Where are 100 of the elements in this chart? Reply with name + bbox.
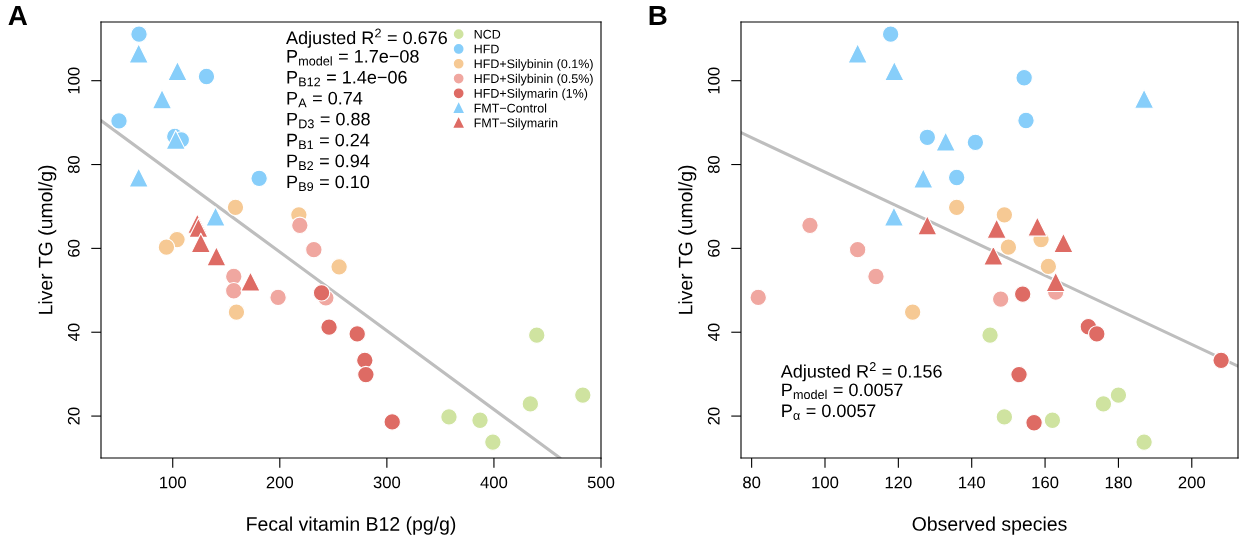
point <box>348 325 366 343</box>
point <box>226 198 245 217</box>
point <box>157 238 176 256</box>
point <box>1094 395 1113 413</box>
point <box>847 43 868 64</box>
point <box>1025 414 1043 432</box>
x-tick-label: 200 <box>266 476 294 489</box>
point <box>917 215 938 236</box>
y-tick-label: 100 <box>707 67 720 94</box>
point <box>205 206 226 227</box>
annotation: P$_{D3}$ = 0.88 <box>287 112 370 129</box>
point <box>1135 433 1153 451</box>
point <box>1043 411 1062 430</box>
point <box>947 168 966 187</box>
legend-label: FMT−Silymarin <box>474 118 558 130</box>
point <box>130 25 148 43</box>
x-tick-label: 200 <box>1178 476 1206 489</box>
point <box>884 60 905 82</box>
point <box>151 89 173 110</box>
x-tick-label: 100 <box>812 476 839 489</box>
chart-title: A <box>8 5 28 26</box>
point <box>527 326 546 344</box>
point <box>1212 351 1230 370</box>
point <box>167 60 188 82</box>
y-tick-label: 20 <box>67 407 80 425</box>
point <box>1133 88 1155 109</box>
y-axis-title: Liver TG (umol/g) <box>678 165 697 314</box>
annotation: Adjusted R$^{2}$ = 0.676 <box>286 28 447 48</box>
legend-label: HFD <box>474 44 499 54</box>
point <box>197 67 216 86</box>
point <box>128 167 149 188</box>
annotation: P$_{α}$ = 0.0057 <box>782 404 876 420</box>
point <box>269 288 287 307</box>
point <box>749 288 768 307</box>
point <box>250 169 268 188</box>
annotation: P$_{B2}$ = 0.94 <box>287 154 370 171</box>
point <box>966 133 985 152</box>
annotation: Adjusted R$^{2}$ = 0.156 <box>780 362 942 382</box>
point <box>995 206 1014 224</box>
point <box>305 240 323 259</box>
point <box>999 238 1018 256</box>
x-tick-label: 120 <box>885 476 912 489</box>
point <box>1088 325 1106 343</box>
point <box>983 245 1004 266</box>
point <box>801 216 819 235</box>
point <box>883 206 905 227</box>
point <box>521 395 540 413</box>
point <box>1053 232 1074 254</box>
point <box>1039 257 1058 276</box>
x-tick-label: 300 <box>373 476 401 489</box>
point <box>471 411 489 430</box>
point <box>947 198 966 217</box>
annotation: P$_{model}$ = 0.0057 <box>782 383 903 400</box>
point <box>206 246 227 267</box>
point <box>1109 386 1128 404</box>
point <box>383 413 401 431</box>
point <box>867 267 885 286</box>
point <box>1013 285 1032 303</box>
point <box>440 408 458 426</box>
y-tick-label: 80 <box>67 155 80 174</box>
x-tick-label: 100 <box>160 476 186 489</box>
legend-label: HFD+Silybinin (0.5%) <box>474 73 593 86</box>
annotation: P$_{B1}$ = 0.24 <box>287 133 370 150</box>
point <box>330 258 348 276</box>
x-tick-label: 500 <box>587 476 615 489</box>
point <box>991 290 1010 308</box>
point <box>903 303 922 321</box>
point <box>913 168 934 189</box>
point <box>1027 216 1048 237</box>
annotation: P$_{model}$ = 1.7e−08 <box>287 49 419 66</box>
y-tick-label: 40 <box>707 323 720 342</box>
point <box>110 112 128 130</box>
point <box>240 271 261 292</box>
x-axis-title: Fecal vitamin B12 (pg/g) <box>247 516 456 535</box>
point <box>224 281 243 300</box>
y-tick-label: 40 <box>67 323 80 342</box>
point <box>1017 111 1035 130</box>
annotation: P$_{B9}$ = 0.10 <box>287 175 370 192</box>
legend-label: NCD <box>474 29 501 39</box>
annotation: P$_{A}$ = 0.74 <box>287 91 363 108</box>
x-tick-label: 180 <box>1105 476 1132 489</box>
point <box>995 408 1014 426</box>
point <box>357 365 375 384</box>
point <box>574 386 592 404</box>
point <box>1015 68 1033 87</box>
x-tick-label: 400 <box>480 476 508 489</box>
y-tick-label: 20 <box>707 407 720 425</box>
x-tick-label: 80 <box>743 476 761 489</box>
point <box>981 326 999 344</box>
point <box>918 128 937 147</box>
legend-label: FMT−Control <box>474 103 547 113</box>
legend-label: HFD+Silymarin (1%) <box>474 88 588 101</box>
x-tick-label: 160 <box>1032 476 1059 489</box>
point <box>1010 365 1028 384</box>
point <box>986 218 1007 239</box>
chart-title: B <box>649 5 667 26</box>
y-tick-label: 100 <box>67 67 80 94</box>
point <box>291 216 309 235</box>
point <box>227 303 246 321</box>
x-axis-title: Observed species <box>912 516 1067 535</box>
